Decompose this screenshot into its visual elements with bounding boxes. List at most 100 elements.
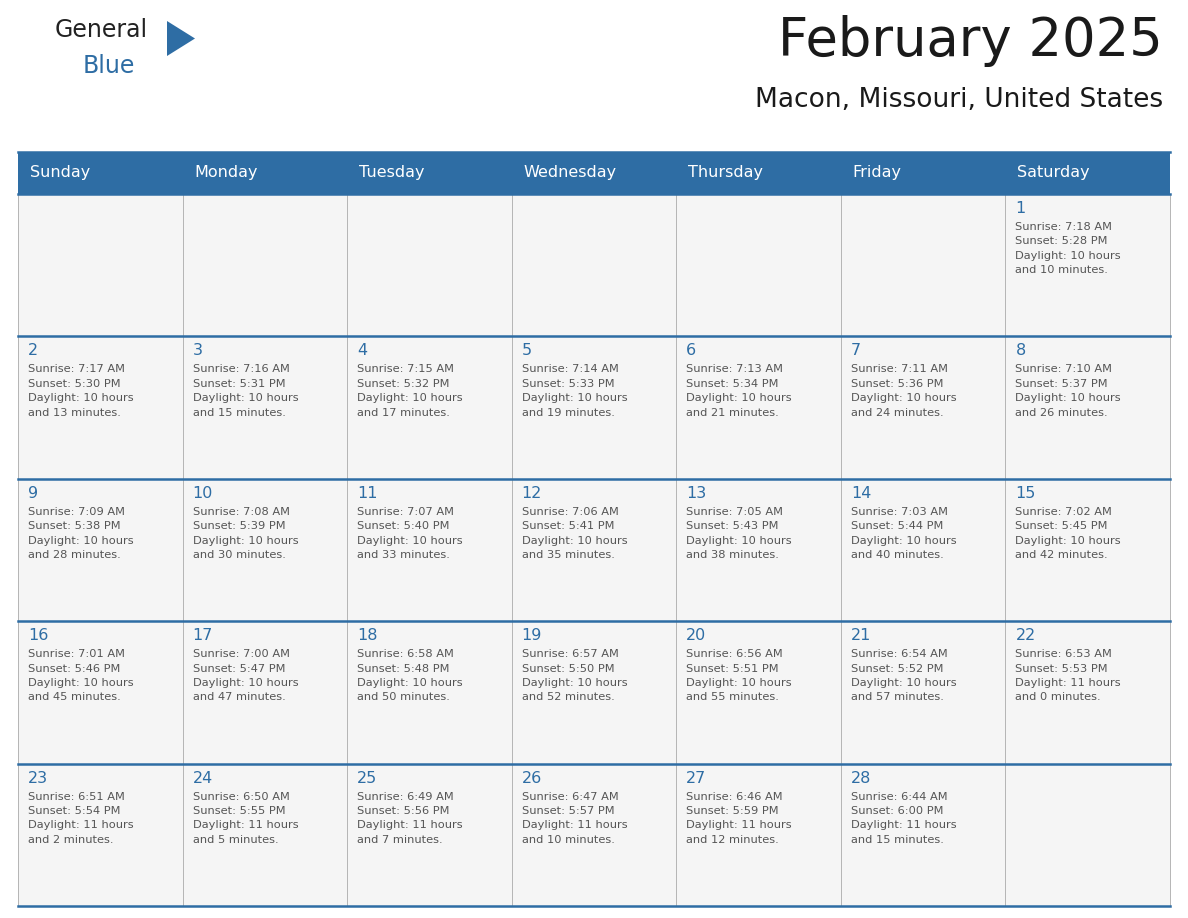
Text: Sunrise: 6:50 AM
Sunset: 5:55 PM
Daylight: 11 hours
and 5 minutes.: Sunrise: 6:50 AM Sunset: 5:55 PM Dayligh… [192,791,298,845]
Text: Saturday: Saturday [1017,165,1091,181]
Bar [841,194,1005,336]
Text: Sunrise: 7:17 AM
Sunset: 5:30 PM
Daylight: 10 hours
and 13 minutes.: Sunrise: 7:17 AM Sunset: 5:30 PM Dayligh… [29,364,133,418]
Text: 8: 8 [1016,343,1025,358]
Text: Sunrise: 7:14 AM
Sunset: 5:33 PM
Daylight: 10 hours
and 19 minutes.: Sunrise: 7:14 AM Sunset: 5:33 PM Dayligh… [522,364,627,418]
Text: 20: 20 [687,628,707,644]
Text: Sunrise: 7:16 AM
Sunset: 5:31 PM
Daylight: 10 hours
and 15 minutes.: Sunrise: 7:16 AM Sunset: 5:31 PM Dayligh… [192,364,298,418]
Text: Macon, Missouri, United States: Macon, Missouri, United States [754,87,1163,113]
Bar [512,621,676,764]
Text: Sunrise: 7:15 AM
Sunset: 5:32 PM
Daylight: 10 hours
and 17 minutes.: Sunrise: 7:15 AM Sunset: 5:32 PM Dayligh… [358,364,463,418]
Text: Sunrise: 7:05 AM
Sunset: 5:43 PM
Daylight: 10 hours
and 38 minutes.: Sunrise: 7:05 AM Sunset: 5:43 PM Dayligh… [687,507,792,560]
Bar [347,479,512,621]
Bar [347,621,512,764]
Text: 26: 26 [522,770,542,786]
Text: 10: 10 [192,486,213,501]
Text: Sunrise: 6:47 AM
Sunset: 5:57 PM
Daylight: 11 hours
and 10 minutes.: Sunrise: 6:47 AM Sunset: 5:57 PM Dayligh… [522,791,627,845]
Polygon shape [168,21,195,56]
Bar [841,336,1005,479]
Text: Monday: Monday [195,165,258,181]
Bar [676,336,841,479]
Text: 1: 1 [1016,201,1025,216]
Bar [676,194,841,336]
Bar [18,194,183,336]
Text: 12: 12 [522,486,542,501]
Text: Sunrise: 7:13 AM
Sunset: 5:34 PM
Daylight: 10 hours
and 21 minutes.: Sunrise: 7:13 AM Sunset: 5:34 PM Dayligh… [687,364,792,418]
Text: Sunrise: 6:57 AM
Sunset: 5:50 PM
Daylight: 10 hours
and 52 minutes.: Sunrise: 6:57 AM Sunset: 5:50 PM Dayligh… [522,649,627,702]
Text: Sunrise: 6:44 AM
Sunset: 6:00 PM
Daylight: 11 hours
and 15 minutes.: Sunrise: 6:44 AM Sunset: 6:00 PM Dayligh… [851,791,956,845]
Text: Sunrise: 6:51 AM
Sunset: 5:54 PM
Daylight: 11 hours
and 2 minutes.: Sunrise: 6:51 AM Sunset: 5:54 PM Dayligh… [29,791,133,845]
Bar [512,336,676,479]
Text: Sunrise: 7:09 AM
Sunset: 5:38 PM
Daylight: 10 hours
and 28 minutes.: Sunrise: 7:09 AM Sunset: 5:38 PM Dayligh… [29,507,133,560]
Text: Sunrise: 7:00 AM
Sunset: 5:47 PM
Daylight: 10 hours
and 47 minutes.: Sunrise: 7:00 AM Sunset: 5:47 PM Dayligh… [192,649,298,702]
Bar [18,152,1170,194]
Bar [676,764,841,906]
Text: Tuesday: Tuesday [359,165,424,181]
Bar [841,621,1005,764]
Text: Sunrise: 6:49 AM
Sunset: 5:56 PM
Daylight: 11 hours
and 7 minutes.: Sunrise: 6:49 AM Sunset: 5:56 PM Dayligh… [358,791,463,845]
Bar [183,479,347,621]
Text: 13: 13 [687,486,707,501]
Text: Sunrise: 6:54 AM
Sunset: 5:52 PM
Daylight: 10 hours
and 57 minutes.: Sunrise: 6:54 AM Sunset: 5:52 PM Dayligh… [851,649,956,702]
Text: 28: 28 [851,770,871,786]
Bar [512,764,676,906]
Text: Sunrise: 7:07 AM
Sunset: 5:40 PM
Daylight: 10 hours
and 33 minutes.: Sunrise: 7:07 AM Sunset: 5:40 PM Dayligh… [358,507,463,560]
Bar [512,479,676,621]
Bar [676,621,841,764]
Text: 14: 14 [851,486,871,501]
Text: 27: 27 [687,770,707,786]
Bar [347,764,512,906]
Text: 11: 11 [358,486,378,501]
Text: Sunrise: 7:18 AM
Sunset: 5:28 PM
Daylight: 10 hours
and 10 minutes.: Sunrise: 7:18 AM Sunset: 5:28 PM Dayligh… [1016,222,1121,275]
Text: Sunrise: 7:02 AM
Sunset: 5:45 PM
Daylight: 10 hours
and 42 minutes.: Sunrise: 7:02 AM Sunset: 5:45 PM Dayligh… [1016,507,1121,560]
Text: Sunrise: 7:01 AM
Sunset: 5:46 PM
Daylight: 10 hours
and 45 minutes.: Sunrise: 7:01 AM Sunset: 5:46 PM Dayligh… [29,649,133,702]
Text: 17: 17 [192,628,213,644]
Bar [1005,621,1170,764]
Text: 4: 4 [358,343,367,358]
Text: 18: 18 [358,628,378,644]
Text: Friday: Friday [853,165,902,181]
Bar [1005,764,1170,906]
Bar [841,764,1005,906]
Bar [18,336,183,479]
Bar [347,194,512,336]
Bar [183,336,347,479]
Bar [183,194,347,336]
Text: 5: 5 [522,343,532,358]
Text: Sunrise: 6:53 AM
Sunset: 5:53 PM
Daylight: 11 hours
and 0 minutes.: Sunrise: 6:53 AM Sunset: 5:53 PM Dayligh… [1016,649,1121,702]
Bar [841,479,1005,621]
Text: Sunrise: 6:58 AM
Sunset: 5:48 PM
Daylight: 10 hours
and 50 minutes.: Sunrise: 6:58 AM Sunset: 5:48 PM Dayligh… [358,649,463,702]
Text: 23: 23 [29,770,49,786]
Text: Sunday: Sunday [30,165,90,181]
Bar [512,194,676,336]
Text: Sunrise: 7:03 AM
Sunset: 5:44 PM
Daylight: 10 hours
and 40 minutes.: Sunrise: 7:03 AM Sunset: 5:44 PM Dayligh… [851,507,956,560]
Text: Thursday: Thursday [688,165,763,181]
Text: Sunrise: 7:06 AM
Sunset: 5:41 PM
Daylight: 10 hours
and 35 minutes.: Sunrise: 7:06 AM Sunset: 5:41 PM Dayligh… [522,507,627,560]
Text: General: General [55,18,148,42]
Text: 7: 7 [851,343,861,358]
Bar [676,479,841,621]
Text: 22: 22 [1016,628,1036,644]
Text: Sunrise: 7:11 AM
Sunset: 5:36 PM
Daylight: 10 hours
and 24 minutes.: Sunrise: 7:11 AM Sunset: 5:36 PM Dayligh… [851,364,956,418]
Bar [18,621,183,764]
Text: Sunrise: 6:56 AM
Sunset: 5:51 PM
Daylight: 10 hours
and 55 minutes.: Sunrise: 6:56 AM Sunset: 5:51 PM Dayligh… [687,649,792,702]
Text: 25: 25 [358,770,378,786]
Bar [18,479,183,621]
Bar [183,621,347,764]
Text: Blue: Blue [83,54,135,78]
Text: Sunrise: 7:10 AM
Sunset: 5:37 PM
Daylight: 10 hours
and 26 minutes.: Sunrise: 7:10 AM Sunset: 5:37 PM Dayligh… [1016,364,1121,418]
Text: 16: 16 [29,628,49,644]
Bar [1005,194,1170,336]
Bar [183,764,347,906]
Text: 19: 19 [522,628,542,644]
Text: Sunrise: 7:08 AM
Sunset: 5:39 PM
Daylight: 10 hours
and 30 minutes.: Sunrise: 7:08 AM Sunset: 5:39 PM Dayligh… [192,507,298,560]
Text: 2: 2 [29,343,38,358]
Bar [1005,336,1170,479]
Text: 24: 24 [192,770,213,786]
Text: Wednesday: Wednesday [524,165,617,181]
Text: Sunrise: 6:46 AM
Sunset: 5:59 PM
Daylight: 11 hours
and 12 minutes.: Sunrise: 6:46 AM Sunset: 5:59 PM Dayligh… [687,791,792,845]
Text: 3: 3 [192,343,203,358]
Text: 6: 6 [687,343,696,358]
Text: 21: 21 [851,628,871,644]
Bar [347,336,512,479]
Text: 9: 9 [29,486,38,501]
